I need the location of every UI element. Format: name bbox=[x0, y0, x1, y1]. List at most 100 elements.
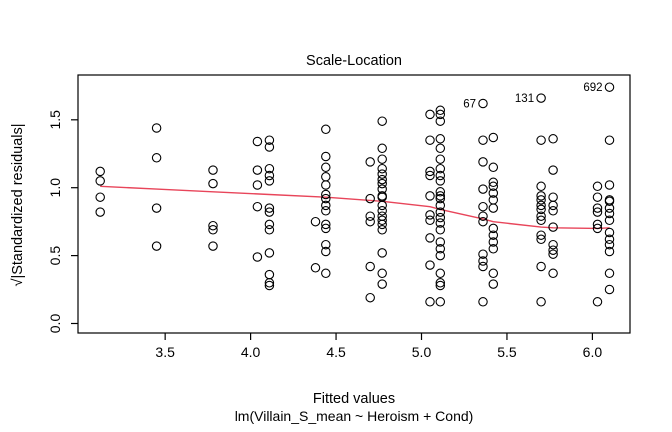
data-point bbox=[592, 219, 603, 230]
data-point bbox=[604, 268, 615, 279]
data-point bbox=[488, 244, 499, 254]
data-point bbox=[365, 193, 375, 204]
data-point bbox=[548, 222, 558, 232]
data-point bbox=[536, 204, 546, 215]
data-point bbox=[365, 216, 375, 227]
data-point bbox=[264, 203, 275, 213]
data-point bbox=[365, 261, 375, 272]
data-point bbox=[264, 280, 275, 291]
data-point bbox=[536, 211, 546, 221]
data-point bbox=[536, 297, 546, 307]
data-point bbox=[435, 218, 446, 228]
data-point bbox=[435, 105, 446, 116]
data-point bbox=[435, 176, 446, 186]
data-point bbox=[435, 170, 446, 181]
data-point bbox=[208, 165, 218, 175]
data-point bbox=[604, 196, 615, 207]
data-point bbox=[435, 250, 446, 261]
data-point bbox=[435, 207, 446, 217]
data-point bbox=[488, 268, 499, 279]
data-point bbox=[425, 109, 435, 120]
data-point bbox=[604, 215, 615, 226]
data-point bbox=[321, 193, 331, 204]
data-point bbox=[377, 248, 387, 258]
plot-frame bbox=[77, 74, 631, 334]
data-point bbox=[604, 234, 615, 245]
data-point bbox=[252, 180, 263, 190]
data-point bbox=[95, 192, 105, 202]
x-tick-label: 6.0 bbox=[583, 344, 603, 360]
data-point bbox=[478, 216, 488, 227]
data-point bbox=[478, 261, 488, 272]
data-point bbox=[536, 195, 546, 205]
data-point bbox=[536, 181, 546, 192]
data-point bbox=[548, 165, 558, 175]
data-point bbox=[488, 177, 499, 188]
data-point bbox=[536, 191, 546, 201]
y-tick-label: 1.5 bbox=[47, 110, 63, 130]
data-point bbox=[151, 153, 162, 163]
data-point bbox=[321, 219, 331, 230]
data-point bbox=[321, 223, 331, 234]
data-point bbox=[435, 154, 446, 164]
x-tick-label: 3.5 bbox=[155, 344, 175, 360]
data-point bbox=[252, 252, 263, 262]
data-point bbox=[264, 225, 275, 235]
data-point bbox=[264, 248, 275, 258]
data-point bbox=[435, 268, 446, 279]
data-point bbox=[478, 157, 488, 167]
data-point bbox=[208, 241, 218, 251]
data-point bbox=[425, 233, 435, 243]
data-point bbox=[604, 208, 615, 219]
data-point bbox=[478, 201, 488, 212]
data-point bbox=[264, 142, 275, 152]
data-point bbox=[604, 135, 615, 145]
data-point bbox=[321, 239, 331, 250]
data-point bbox=[264, 269, 275, 280]
data-point bbox=[592, 297, 603, 307]
data-point bbox=[321, 124, 331, 135]
data-point bbox=[377, 163, 387, 174]
data-point bbox=[548, 268, 558, 279]
data-point bbox=[488, 279, 499, 289]
data-point bbox=[478, 256, 488, 266]
data-point bbox=[365, 211, 375, 221]
data-point bbox=[435, 280, 446, 291]
data-point bbox=[252, 136, 263, 147]
data-point bbox=[377, 268, 387, 279]
data-point bbox=[151, 123, 162, 133]
data-point bbox=[365, 292, 375, 303]
outlier-label: 131 bbox=[515, 93, 534, 105]
y-axis-label: √|Standardized residuals| bbox=[10, 123, 26, 287]
data-point bbox=[321, 268, 331, 279]
outlier-label: 67 bbox=[463, 99, 476, 111]
data-point bbox=[252, 201, 263, 212]
data-point bbox=[321, 172, 331, 182]
data-point bbox=[536, 261, 546, 272]
data-point bbox=[488, 181, 499, 192]
data-point bbox=[264, 219, 275, 230]
data-point bbox=[377, 116, 387, 126]
data-point bbox=[425, 260, 435, 270]
chart-title: Scale-Location bbox=[306, 53, 402, 69]
data-point bbox=[435, 237, 446, 247]
data-point bbox=[310, 263, 321, 273]
data-point bbox=[435, 297, 446, 307]
x-axis-label: Fitted values bbox=[312, 391, 396, 407]
data-point bbox=[604, 284, 615, 295]
outlier-point bbox=[478, 98, 488, 109]
data-point bbox=[208, 178, 218, 189]
outlier-point bbox=[536, 93, 546, 103]
data-point bbox=[604, 227, 615, 238]
data-point bbox=[365, 157, 375, 167]
data-point bbox=[478, 184, 488, 194]
data-point bbox=[264, 170, 275, 181]
data-point bbox=[425, 210, 435, 220]
data-point bbox=[377, 215, 387, 226]
data-point bbox=[488, 203, 499, 213]
data-point bbox=[425, 170, 435, 181]
data-point bbox=[208, 220, 218, 231]
data-point bbox=[95, 207, 105, 217]
y-tick-label: 0.5 bbox=[47, 246, 63, 266]
